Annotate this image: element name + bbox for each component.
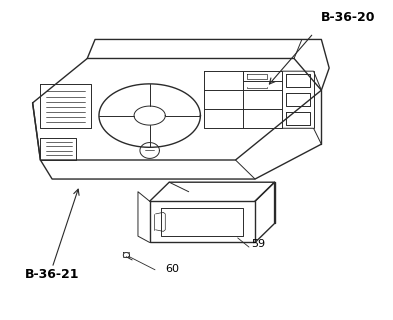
Text: 59: 59 xyxy=(251,239,265,249)
Text: B-36-21: B-36-21 xyxy=(25,268,79,281)
Text: B-36-20: B-36-20 xyxy=(321,11,376,24)
Text: 60: 60 xyxy=(165,264,179,274)
